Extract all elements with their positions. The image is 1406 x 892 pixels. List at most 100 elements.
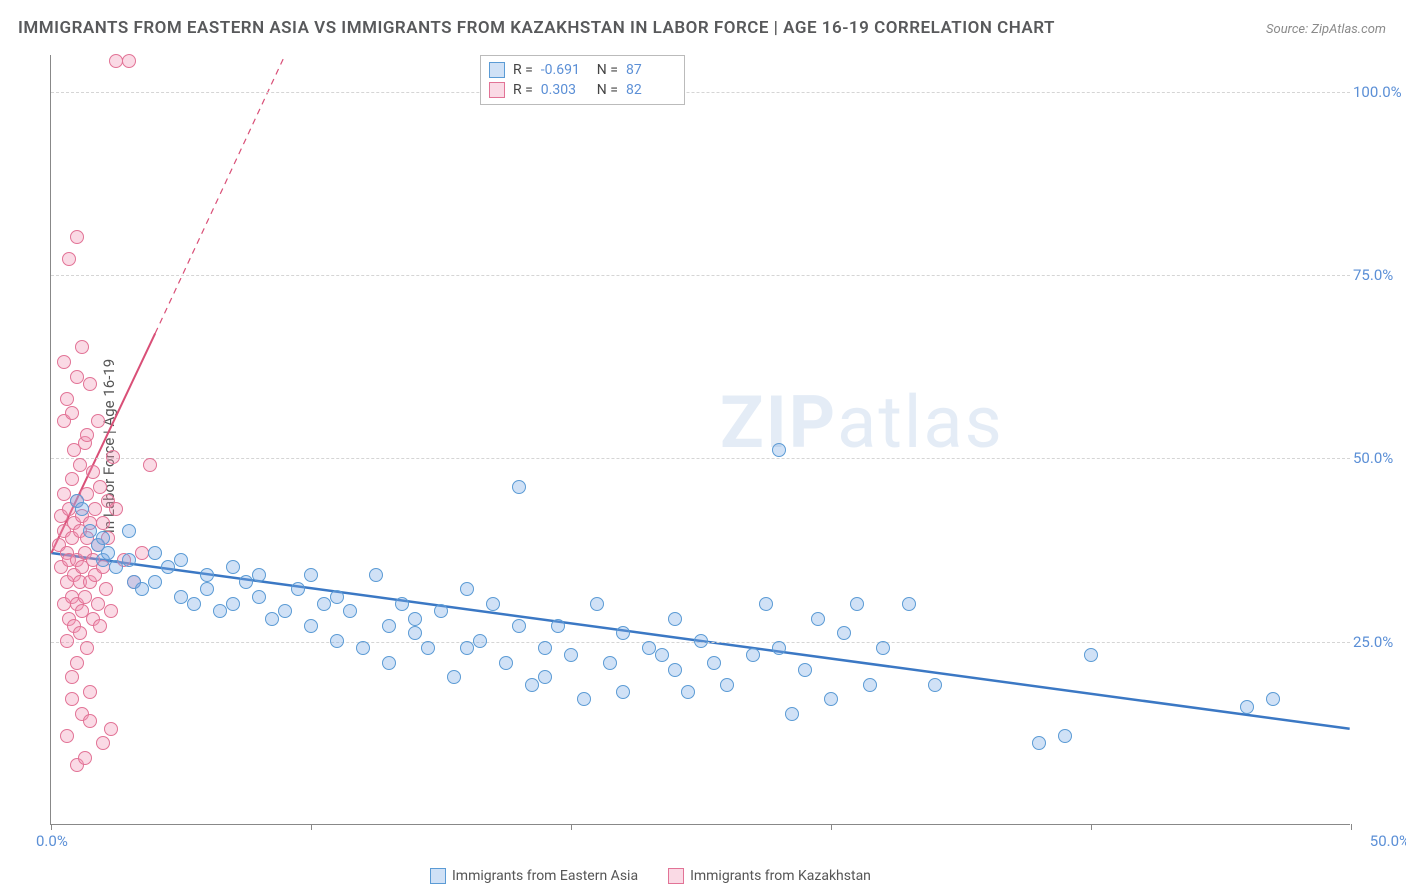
y-tick-label: 100.0% xyxy=(1353,83,1406,101)
legend-swatch xyxy=(668,868,684,884)
scatter-point-pink xyxy=(135,546,149,560)
scatter-point-blue xyxy=(330,634,344,648)
scatter-point-blue xyxy=(668,612,682,626)
scatter-point-pink xyxy=(83,685,97,699)
series-legend-item: Immigrants from Kazakhstan xyxy=(668,868,871,884)
scatter-point-blue xyxy=(824,692,838,706)
scatter-point-blue xyxy=(109,560,123,574)
legend-row: R =0.303N =82 xyxy=(489,80,674,100)
scatter-point-blue xyxy=(928,678,942,692)
scatter-point-blue xyxy=(707,656,721,670)
n-label: N = xyxy=(597,62,618,78)
y-tick-label: 75.0% xyxy=(1353,266,1406,284)
scatter-point-blue xyxy=(434,604,448,618)
scatter-point-blue xyxy=(525,678,539,692)
y-tick-label: 50.0% xyxy=(1353,449,1406,467)
scatter-point-blue xyxy=(421,641,435,655)
scatter-point-pink xyxy=(96,736,110,750)
scatter-point-pink xyxy=(88,502,102,516)
scatter-point-pink xyxy=(96,516,110,530)
scatter-point-blue xyxy=(369,568,383,582)
scatter-point-blue xyxy=(122,524,136,538)
scatter-point-pink xyxy=(57,355,71,369)
r-label: R = xyxy=(513,82,533,98)
scatter-point-blue xyxy=(96,531,110,545)
scatter-point-blue xyxy=(668,663,682,677)
r-label: R = xyxy=(513,62,533,78)
scatter-point-blue xyxy=(681,685,695,699)
scatter-point-pink xyxy=(109,502,123,516)
source-label: Source: ZipAtlas.com xyxy=(1266,22,1386,37)
trend-line xyxy=(155,55,285,333)
scatter-point-pink xyxy=(70,370,84,384)
scatter-point-pink xyxy=(70,656,84,670)
scatter-point-blue xyxy=(304,619,318,633)
scatter-point-blue xyxy=(226,597,240,611)
legend-swatch xyxy=(489,62,505,78)
x-tick xyxy=(571,824,572,830)
scatter-point-blue xyxy=(460,582,474,596)
scatter-point-blue xyxy=(101,546,115,560)
scatter-point-blue xyxy=(759,597,773,611)
scatter-point-blue xyxy=(798,663,812,677)
scatter-point-blue xyxy=(538,670,552,684)
legend-swatch xyxy=(489,82,505,98)
scatter-point-blue xyxy=(876,641,890,655)
scatter-point-blue xyxy=(330,590,344,604)
trend-lines-layer xyxy=(51,55,1350,824)
scatter-point-pink xyxy=(83,377,97,391)
scatter-point-pink xyxy=(143,458,157,472)
scatter-point-pink xyxy=(60,634,74,648)
scatter-point-blue xyxy=(447,670,461,684)
scatter-point-blue xyxy=(590,597,604,611)
scatter-point-pink xyxy=(80,428,94,442)
scatter-point-pink xyxy=(86,465,100,479)
gridline-h xyxy=(51,92,1350,93)
x-tick-label: 50.0% xyxy=(1370,832,1406,850)
scatter-point-blue xyxy=(408,612,422,626)
correlation-legend: R =-0.691N =87R =0.303N =82 xyxy=(480,55,685,105)
r-value: 0.303 xyxy=(541,82,589,98)
scatter-point-blue xyxy=(148,575,162,589)
x-tick xyxy=(51,824,52,830)
scatter-point-blue xyxy=(408,626,422,640)
scatter-point-pink xyxy=(73,626,87,640)
x-tick xyxy=(1351,824,1352,830)
scatter-point-blue xyxy=(239,575,253,589)
scatter-point-blue xyxy=(1266,692,1280,706)
scatter-point-blue xyxy=(564,648,578,662)
series-label: Immigrants from Eastern Asia xyxy=(452,868,638,884)
n-value: 82 xyxy=(626,82,674,98)
scatter-point-blue xyxy=(213,604,227,618)
legend-swatch xyxy=(430,868,446,884)
scatter-point-blue xyxy=(551,619,565,633)
scatter-point-pink xyxy=(99,582,113,596)
scatter-point-blue xyxy=(772,443,786,457)
scatter-point-pink xyxy=(57,487,71,501)
scatter-point-blue xyxy=(75,502,89,516)
scatter-point-blue xyxy=(512,619,526,633)
plot-area: 25.0%50.0%75.0%100.0%0.0%50.0% xyxy=(50,55,1350,825)
x-tick-label: 0.0% xyxy=(36,832,68,850)
x-tick xyxy=(1091,824,1092,830)
scatter-point-blue xyxy=(304,568,318,582)
scatter-point-pink xyxy=(65,472,79,486)
series-label: Immigrants from Kazakhstan xyxy=(690,868,871,884)
scatter-point-blue xyxy=(512,480,526,494)
scatter-point-pink xyxy=(93,619,107,633)
scatter-point-pink xyxy=(80,641,94,655)
scatter-point-blue xyxy=(1240,700,1254,714)
scatter-point-blue xyxy=(1058,729,1072,743)
scatter-point-blue xyxy=(291,582,305,596)
scatter-point-blue xyxy=(538,641,552,655)
scatter-point-pink xyxy=(65,406,79,420)
scatter-point-pink xyxy=(60,392,74,406)
scatter-point-pink xyxy=(67,443,81,457)
scatter-point-blue xyxy=(278,604,292,618)
scatter-point-blue xyxy=(317,597,331,611)
scatter-point-blue xyxy=(577,692,591,706)
scatter-point-pink xyxy=(91,414,105,428)
scatter-point-blue xyxy=(161,560,175,574)
scatter-point-pink xyxy=(104,722,118,736)
scatter-point-pink xyxy=(109,54,123,68)
